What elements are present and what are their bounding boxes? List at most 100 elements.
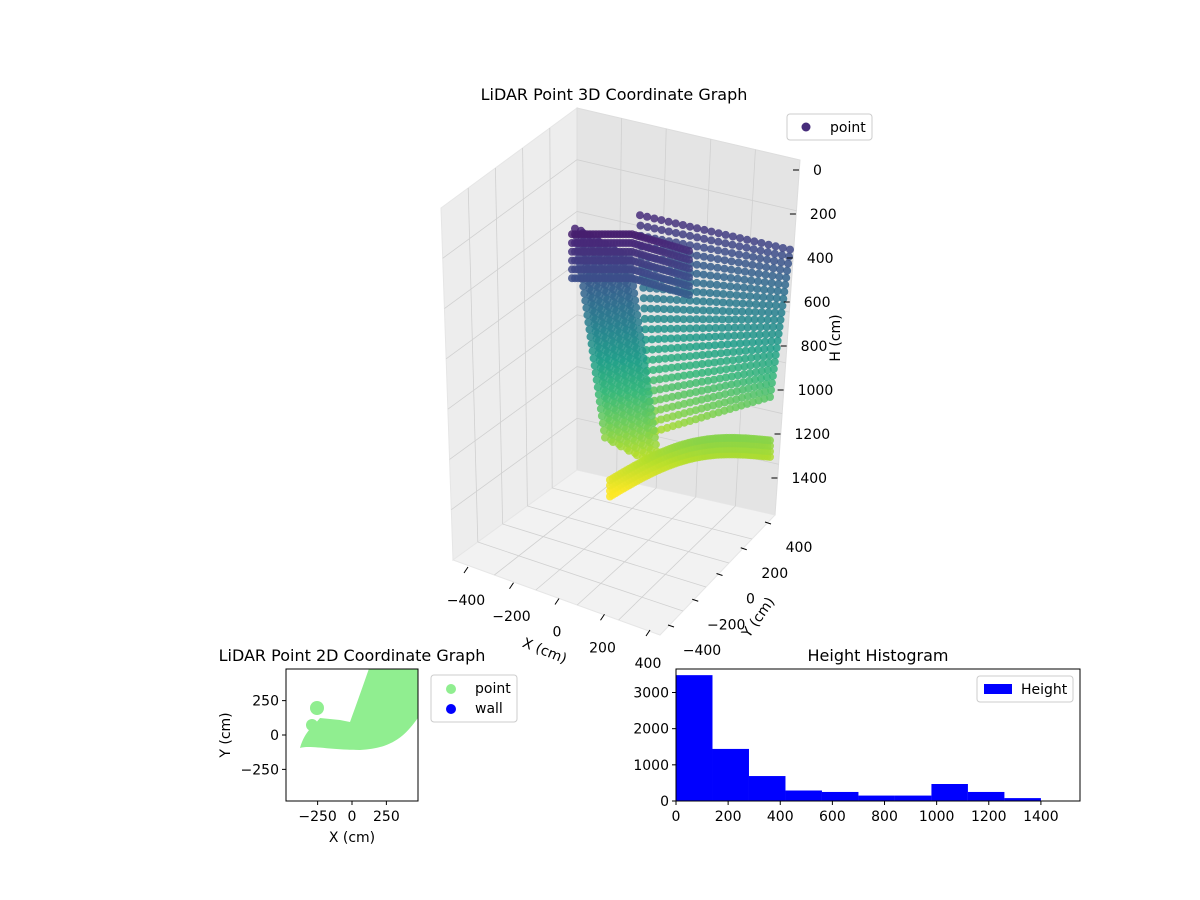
grid-line — [552, 487, 753, 540]
lidar-point — [773, 336, 782, 345]
lidar-point — [772, 343, 781, 352]
lidar-point — [686, 333, 694, 342]
lidar-point — [736, 234, 744, 243]
legend-wall-marker — [446, 704, 456, 714]
lidar-point — [693, 242, 701, 251]
lidar-point — [642, 375, 651, 384]
lidar-point — [761, 337, 770, 346]
lidar-point — [667, 363, 676, 372]
lidar-point — [720, 273, 728, 282]
legend-3d-label: point — [830, 120, 866, 136]
lidar-point — [645, 397, 654, 406]
lidar-point — [743, 235, 752, 244]
lidar-point — [769, 322, 778, 331]
lidar-point — [767, 379, 776, 387]
lidar-point — [727, 257, 736, 266]
lidar-point — [662, 384, 671, 393]
y-tick-mark-3d — [667, 624, 675, 628]
lidar-point — [714, 237, 723, 246]
lidar-point — [692, 324, 701, 333]
lidar-point — [718, 323, 726, 332]
lidar-point — [763, 315, 772, 324]
lidar-point — [742, 243, 751, 252]
grid-line — [535, 487, 657, 591]
lidar-point — [704, 376, 712, 385]
point-region — [300, 669, 418, 750]
lidar-point — [644, 390, 653, 399]
lidar-point — [776, 315, 785, 324]
histogram-y-tick-label: 0 — [660, 794, 669, 810]
lidar-point — [709, 375, 718, 384]
x-tick-label-3d: −200 — [492, 609, 530, 625]
lidar-point — [580, 289, 589, 298]
lidar-point — [679, 305, 688, 314]
lidar-point — [775, 322, 784, 331]
lidar-point — [752, 360, 761, 369]
lidar-point — [679, 334, 688, 342]
lidar-point — [628, 239, 636, 247]
lidar-point — [746, 292, 754, 301]
y-tick-label-3d: 200 — [761, 566, 788, 582]
x-tick-label-2d: −250 — [298, 809, 336, 825]
lidar-point — [707, 227, 716, 236]
lidar-point — [711, 324, 720, 332]
lidar-point — [726, 274, 735, 282]
y-tick-mark-3d — [764, 521, 772, 525]
lidar-point — [650, 214, 659, 223]
grid-line — [494, 478, 617, 576]
histogram-y-tick-label: 2000 — [633, 722, 669, 738]
histogram-bar — [785, 790, 822, 801]
lidar-point — [582, 303, 591, 312]
x-tick-mark-3d — [554, 598, 560, 605]
lidar-point — [660, 334, 669, 343]
lidar-point — [651, 440, 660, 449]
lidar-point — [692, 333, 701, 342]
lidar-point — [704, 341, 713, 350]
lidar-point — [712, 298, 721, 307]
lidar-point — [777, 258, 786, 267]
lidar-point — [739, 283, 748, 292]
lidar-point — [636, 332, 645, 341]
z-tick-label-3d: 400 — [807, 251, 834, 267]
z-tick-label-3d: 800 — [801, 339, 828, 355]
lidar-point — [631, 296, 640, 305]
lidar-point — [762, 263, 771, 272]
lidar-point — [668, 383, 676, 392]
lidar-point — [667, 373, 676, 382]
lidar-point — [737, 323, 746, 332]
lidar-point — [666, 315, 675, 324]
z-tick-label-3d: 600 — [804, 295, 831, 311]
lidar-point — [698, 333, 707, 342]
lidar-point — [704, 359, 713, 368]
lidar-point — [736, 339, 745, 348]
lidar-point — [713, 263, 722, 272]
lidar-point — [734, 258, 743, 267]
lidar-point — [729, 348, 738, 356]
histogram-x-tick-label: 200 — [715, 809, 742, 825]
x-tick-label-3d: 400 — [635, 656, 662, 672]
lidar-point — [640, 314, 649, 323]
lidar-point — [770, 249, 779, 258]
lidar-point — [724, 332, 732, 340]
x-tick-label-2d: 250 — [373, 809, 400, 825]
lidar-point — [728, 232, 737, 241]
lidar-point — [779, 294, 788, 303]
lidar-point — [673, 343, 682, 352]
lidar-point — [761, 270, 770, 279]
lidar-point — [587, 339, 596, 348]
lidar-point — [749, 323, 758, 332]
lidar-point — [769, 364, 778, 373]
lidar-point — [648, 419, 657, 427]
lidar-point — [667, 344, 676, 353]
lidar-point — [722, 356, 731, 365]
lidar-point — [766, 393, 774, 401]
lidar-point — [715, 374, 724, 383]
lidar-point — [725, 433, 734, 442]
lidar-point — [699, 306, 708, 315]
lidar-point — [706, 280, 715, 289]
lidar-point — [686, 306, 694, 314]
lidar-point — [649, 376, 658, 385]
lidar-point — [653, 294, 661, 303]
lidar-point — [704, 350, 713, 359]
lidar-point — [705, 297, 714, 306]
